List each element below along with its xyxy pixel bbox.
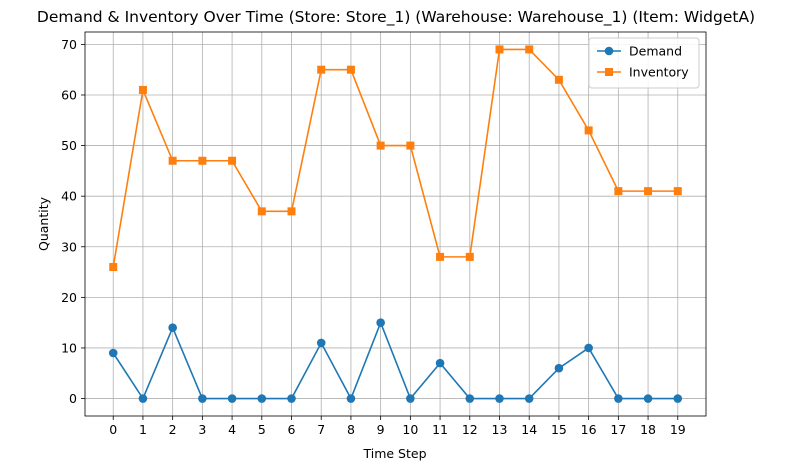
series-layer <box>108 45 683 403</box>
demand-point <box>227 394 237 403</box>
inventory-point <box>673 187 682 196</box>
x-tick-label: 11 <box>432 422 448 437</box>
legend-item-demand: Demand <box>597 44 682 59</box>
y-tick-label: 20 <box>61 290 77 305</box>
demand-point <box>376 318 385 327</box>
inventory-point <box>198 156 207 165</box>
legend-item-inventory: Inventory <box>597 65 689 80</box>
grid <box>85 32 706 416</box>
demand-point <box>524 394 534 403</box>
inventory-point <box>346 65 355 74</box>
y-tick-label: 50 <box>61 138 77 153</box>
x-axis-label: Time Step <box>362 446 426 461</box>
inventory-point <box>495 45 504 54</box>
inventory-point <box>376 141 385 150</box>
inventory-point <box>644 187 653 196</box>
demand-point <box>435 358 445 368</box>
x-tick-label: 14 <box>521 422 537 437</box>
demand-point <box>108 348 118 358</box>
legend-marker <box>604 46 614 56</box>
inventory-line <box>112 48 678 268</box>
inventory-point <box>436 252 445 261</box>
x-tick-label: 7 <box>317 422 325 437</box>
demand-point <box>406 394 415 403</box>
x-tick-label: 6 <box>288 422 296 437</box>
inventory-point <box>465 252 474 261</box>
y-tick-label: 10 <box>61 340 77 355</box>
chart-title: Demand & Inventory Over Time (Store: Sto… <box>37 8 755 27</box>
demand-point <box>584 343 593 353</box>
x-tick-label: 18 <box>640 422 656 437</box>
y-axis: 0 10 20 30 40 50 60 70 <box>61 37 85 406</box>
demand-line <box>112 320 678 401</box>
x-tick-label: 5 <box>258 422 266 437</box>
x-tick-label: 12 <box>462 422 478 437</box>
demand-point <box>257 394 267 403</box>
demand-point <box>554 363 564 373</box>
inventory-point <box>168 156 177 165</box>
demand-point <box>287 394 296 403</box>
inventory-point <box>287 207 296 216</box>
demand-point <box>643 394 653 403</box>
y-tick-label: 40 <box>61 189 77 204</box>
x-tick-label: 3 <box>198 422 206 437</box>
x-tick-label: 10 <box>402 422 418 437</box>
y-tick-label: 30 <box>61 239 77 254</box>
demand-point <box>138 394 148 403</box>
x-tick-label: 2 <box>169 422 177 437</box>
x-tick-label: 8 <box>347 422 355 437</box>
legend: Demand Inventory <box>588 37 700 89</box>
demand-point <box>198 394 207 403</box>
x-tick-label: 4 <box>228 422 236 437</box>
demand-point <box>346 394 356 403</box>
x-tick-label: 19 <box>670 422 686 437</box>
demand-series <box>108 318 683 403</box>
legend-label: Demand <box>629 44 682 59</box>
inventory-series <box>109 45 682 272</box>
x-tick-label: 9 <box>377 422 385 437</box>
y-tick-label: 60 <box>61 87 77 102</box>
demand-point <box>465 394 475 403</box>
inventory-point <box>317 65 326 74</box>
y-axis-label: Quantity <box>36 196 51 251</box>
y-tick-label: 0 <box>69 391 77 406</box>
demand-point <box>168 323 177 333</box>
inventory-point <box>525 45 534 54</box>
plot-frame <box>84 31 707 417</box>
legend-label: Inventory <box>629 65 689 80</box>
inventory-point <box>138 85 147 94</box>
inventory-point <box>614 187 623 196</box>
x-tick-label: 15 <box>551 422 567 437</box>
inventory-point <box>257 207 266 216</box>
x-tick-label: 17 <box>610 422 626 437</box>
inventory-point <box>584 126 593 135</box>
inventory-point <box>228 156 237 165</box>
x-tick-label: 1 <box>139 422 147 437</box>
inventory-point <box>406 141 415 150</box>
x-axis: 0 1 2 3 4 5 6 7 8 9 10 11 12 13 14 15 16 17 18 19 <box>109 416 686 437</box>
x-tick-label: 13 <box>492 422 508 437</box>
x-tick-label: 0 <box>109 422 117 437</box>
demand-point <box>614 394 623 403</box>
x-tick-label: 16 <box>581 422 597 437</box>
inventory-point <box>109 263 118 272</box>
demand-point <box>673 394 683 403</box>
demand-point <box>316 338 326 348</box>
y-tick-label: 70 <box>61 37 77 52</box>
inventory-point <box>554 75 563 84</box>
demand-point <box>495 394 504 403</box>
legend-marker <box>605 68 613 76</box>
